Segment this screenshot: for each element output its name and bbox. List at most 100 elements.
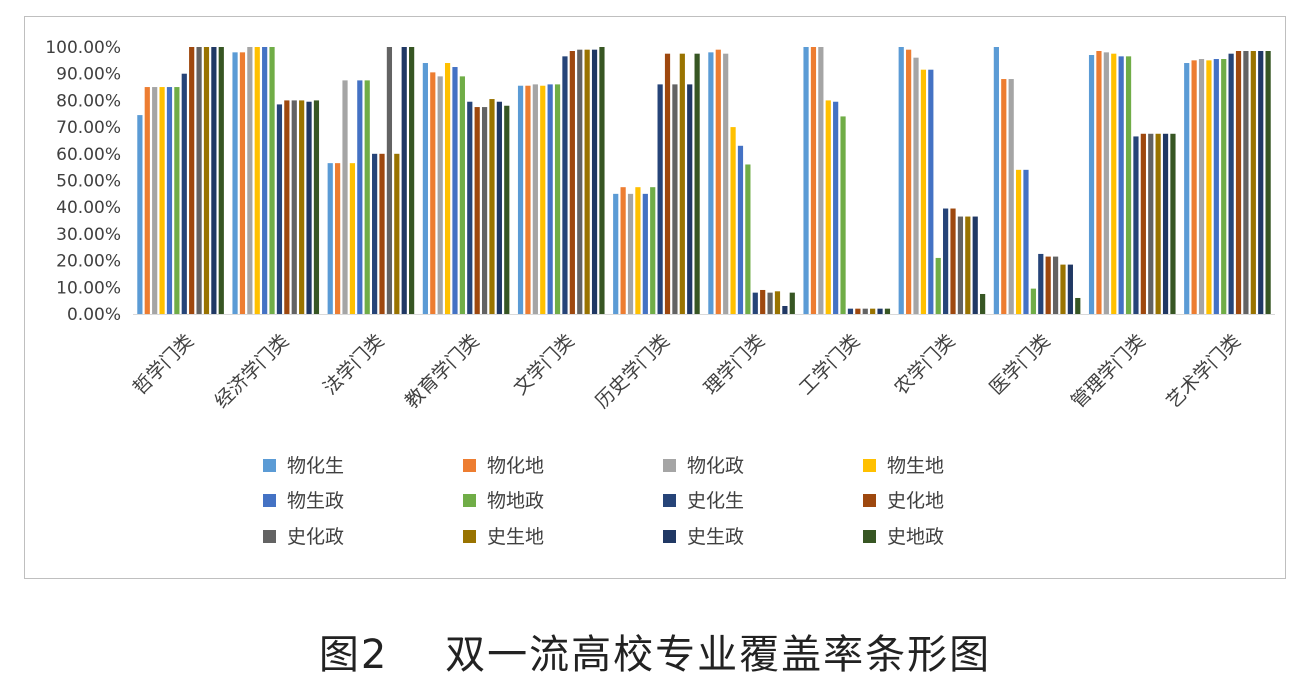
bar: [1008, 79, 1014, 314]
bar: [284, 100, 290, 315]
bar: [620, 187, 626, 314]
bar: [554, 84, 561, 314]
legend-swatch: [863, 459, 876, 472]
bar: [489, 99, 495, 314]
bar: [166, 87, 173, 314]
y-tick-label: 80.00%: [56, 91, 121, 111]
legend-label: 史化政: [287, 526, 344, 548]
bar: [474, 107, 480, 314]
legend-swatch: [663, 494, 676, 507]
bar: [349, 163, 356, 314]
legend-item: 物化生: [263, 455, 344, 477]
bar: [774, 291, 781, 314]
bar: [1075, 297, 1081, 314]
bar: [943, 208, 949, 314]
bar: [920, 69, 927, 314]
x-tick-label: 理学门类: [700, 330, 769, 399]
x-tick-label: 教育学门类: [401, 330, 484, 413]
legend-item: 史生地: [463, 526, 544, 548]
bar: [1111, 53, 1117, 315]
bar: [730, 127, 736, 314]
bar: [181, 73, 187, 314]
bar: [935, 257, 941, 314]
bar: [642, 193, 648, 314]
bar: [840, 116, 846, 314]
bar: [452, 67, 458, 314]
bar: [1103, 52, 1109, 315]
x-tick-label: 哲学门类: [129, 330, 198, 399]
y-tick-label: 100.00%: [45, 38, 121, 58]
bar: [627, 193, 634, 314]
bar: [547, 84, 553, 314]
bar: [1265, 51, 1271, 314]
bar: [342, 80, 348, 315]
y-tick-label: 70.00%: [56, 118, 121, 138]
bar: [203, 47, 210, 314]
legend-label: 物化地: [487, 455, 544, 477]
bar: [430, 72, 436, 314]
bar: [1258, 51, 1264, 314]
bar: [898, 47, 904, 314]
bar: [276, 104, 283, 314]
x-tick-label: 农学门类: [890, 330, 959, 399]
bar: [1118, 56, 1124, 314]
bar: [1001, 79, 1007, 314]
bar: [437, 76, 443, 314]
bar: [664, 53, 671, 315]
bar: [137, 115, 143, 314]
bar: [174, 87, 180, 314]
legend-item: 史生政: [663, 526, 744, 548]
bar: [262, 47, 268, 314]
bar: [737, 145, 744, 314]
x-tick-label: 艺术学门类: [1162, 330, 1245, 413]
bar: [760, 289, 766, 314]
y-tick-label: 0.00%: [67, 305, 121, 325]
bar: [1213, 59, 1219, 314]
x-tick-label: 医学门类: [985, 330, 1054, 399]
bar: [1148, 133, 1154, 314]
bar: [855, 308, 861, 314]
bar: [1015, 169, 1022, 314]
legend-label: 物生政: [287, 490, 344, 512]
y-tick-label: 50.00%: [56, 172, 121, 192]
bar: [1184, 63, 1190, 314]
y-tick-label: 20.00%: [56, 252, 121, 272]
bar: [833, 101, 839, 314]
bar: [745, 164, 751, 314]
legend-swatch: [463, 459, 476, 472]
bar: [635, 187, 641, 314]
bar: [1060, 264, 1066, 314]
legend-label: 史化生: [687, 490, 744, 512]
bar: [239, 52, 246, 315]
bar: [657, 84, 663, 314]
bar: [1140, 133, 1146, 314]
legend-item: 史地政: [863, 526, 944, 548]
bar: [708, 52, 714, 315]
legend-item: 物地政: [463, 490, 544, 512]
bar: [525, 85, 531, 314]
bar: [144, 87, 150, 314]
bar: [1198, 59, 1205, 314]
bar-chart: 0.00% 10.00% 20.00% 30.00% 40.00% 50.00% 60.00…: [45, 38, 1275, 548]
bar: [1088, 55, 1095, 314]
figure-caption-label: 图2: [318, 632, 389, 678]
legend-swatch: [263, 459, 276, 472]
legend-item: 史化生: [663, 490, 744, 512]
legend-swatch: [463, 530, 476, 543]
bar: [810, 47, 817, 314]
bar: [159, 87, 165, 314]
bar: [532, 84, 538, 314]
bar: [672, 84, 678, 314]
bar: [825, 100, 831, 315]
bar: [789, 292, 795, 314]
legend-swatch: [863, 530, 876, 543]
bar: [1096, 51, 1102, 314]
y-tick-label: 30.00%: [56, 225, 121, 245]
bar: [1155, 133, 1161, 314]
bar: [884, 308, 891, 314]
bar: [335, 163, 341, 314]
bar: [679, 53, 685, 315]
bar: [803, 47, 809, 314]
bar: [232, 52, 238, 315]
